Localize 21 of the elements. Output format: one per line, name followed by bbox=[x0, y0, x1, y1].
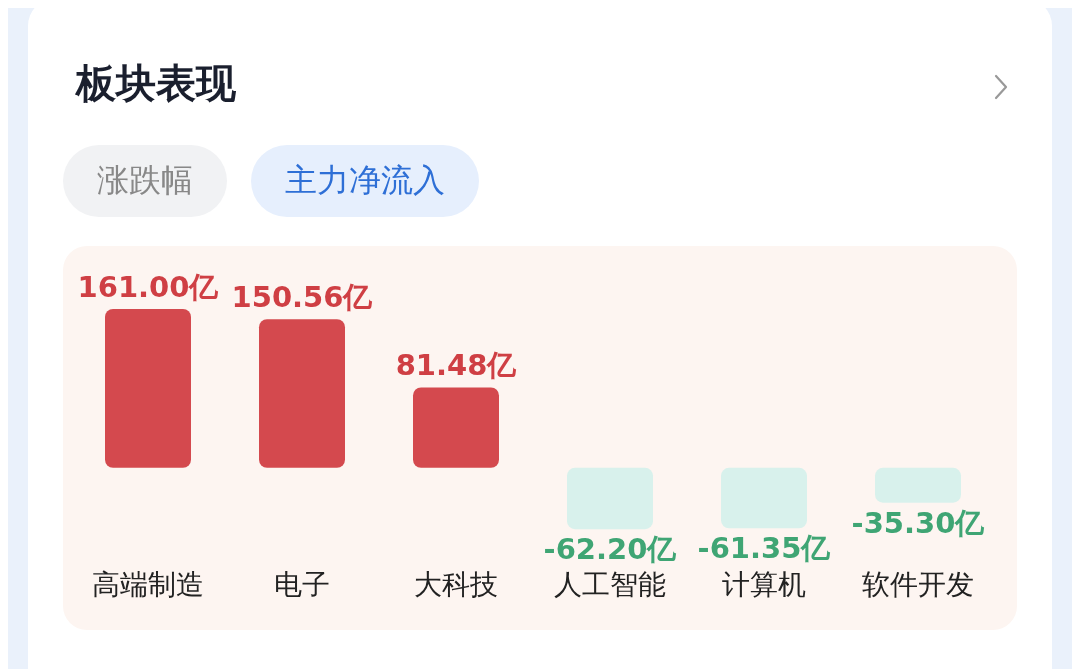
data-label: -61.35亿 bbox=[697, 531, 832, 566]
x-tick-label: 计算机 bbox=[722, 567, 806, 601]
data-label: -35.30亿 bbox=[851, 505, 986, 540]
x-tick-label: 高端制造 bbox=[92, 567, 204, 601]
bar bbox=[413, 387, 499, 468]
bar bbox=[105, 308, 191, 468]
data-label: 81.48亿 bbox=[395, 348, 518, 383]
bar bbox=[875, 467, 961, 503]
text: 主力净流入 bbox=[251, 145, 479, 217]
bar bbox=[721, 467, 807, 529]
data-label: 161.00亿 bbox=[77, 269, 220, 304]
x-tick-label: 人工智能 bbox=[554, 567, 666, 601]
chart-title: 板块表现 bbox=[76, 59, 236, 108]
x-tick-label: 大科技 bbox=[414, 567, 498, 601]
data-label: 150.56亿 bbox=[231, 280, 374, 315]
data-label: -62.20亿 bbox=[543, 532, 678, 567]
x-tick-label: 软件开发 bbox=[862, 567, 974, 601]
bar bbox=[567, 467, 653, 530]
bar bbox=[259, 319, 345, 468]
text: 涨跌幅 bbox=[63, 145, 227, 217]
x-tick-label: 电子 bbox=[274, 567, 330, 601]
